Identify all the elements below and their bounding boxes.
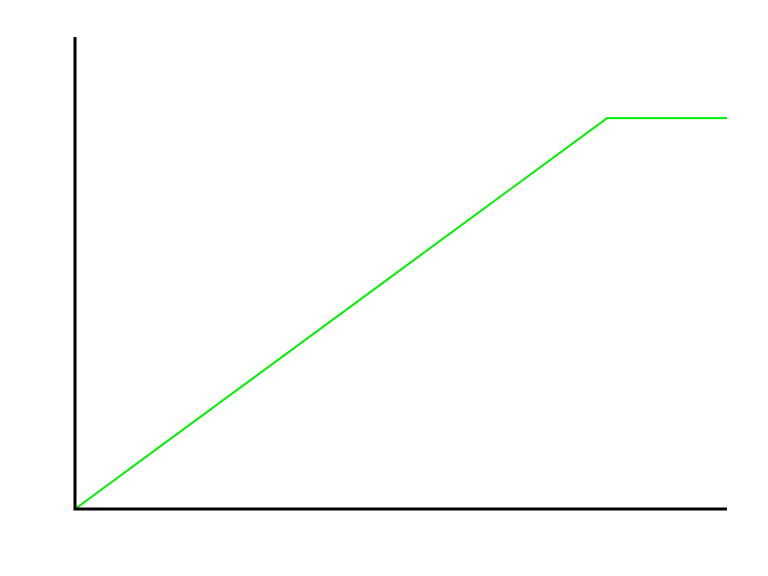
series-line-0 [74, 117, 727, 510]
plot-area [74, 117, 727, 510]
